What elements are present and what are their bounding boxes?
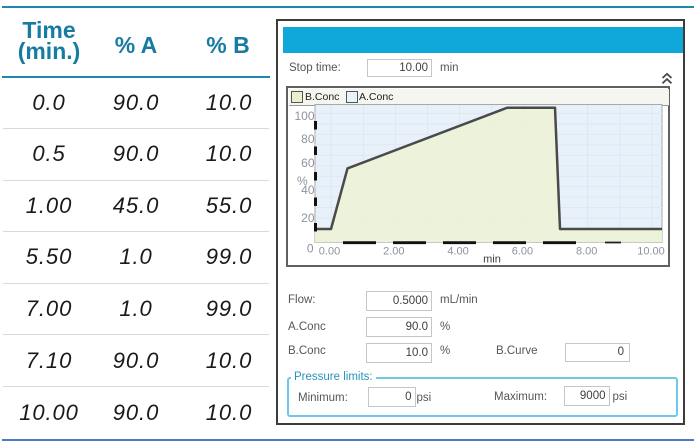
svg-text:60: 60	[301, 156, 315, 170]
svg-text:80: 80	[301, 132, 315, 146]
svg-text:6.00: 6.00	[512, 246, 533, 258]
svg-text:8.00: 8.00	[576, 246, 597, 258]
svg-text:10.00: 10.00	[637, 246, 665, 258]
svg-text:min: min	[483, 254, 501, 266]
svg-text:0: 0	[307, 242, 314, 256]
svg-text:100: 100	[294, 109, 314, 123]
svg-text:0.00: 0.00	[319, 246, 340, 258]
svg-text:40: 40	[301, 183, 315, 197]
svg-text:%: %	[297, 174, 308, 188]
svg-text:4.00: 4.00	[447, 246, 468, 258]
svg-text:20: 20	[301, 211, 315, 225]
svg-text:2.00: 2.00	[383, 246, 404, 258]
